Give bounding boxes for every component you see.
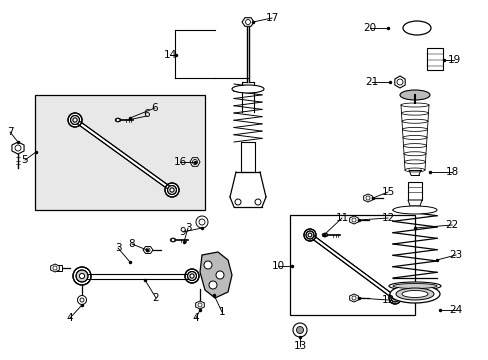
Circle shape: [304, 229, 315, 241]
Text: 10: 10: [271, 261, 284, 271]
Text: 18: 18: [445, 167, 458, 177]
Circle shape: [390, 294, 398, 302]
Polygon shape: [200, 252, 231, 298]
Text: 6: 6: [143, 109, 150, 119]
Polygon shape: [322, 233, 327, 237]
Circle shape: [70, 116, 80, 125]
Ellipse shape: [402, 21, 430, 35]
Circle shape: [73, 267, 91, 285]
Text: 4: 4: [192, 313, 199, 323]
Text: 14: 14: [163, 50, 176, 60]
Circle shape: [199, 219, 204, 225]
Text: 15: 15: [381, 187, 394, 197]
Circle shape: [190, 274, 194, 278]
Bar: [407, 182, 421, 200]
Circle shape: [392, 296, 396, 300]
Text: 20: 20: [363, 23, 376, 33]
Circle shape: [167, 185, 176, 194]
Text: 19: 19: [447, 55, 460, 65]
Ellipse shape: [231, 85, 264, 93]
Circle shape: [170, 188, 174, 192]
Text: 6: 6: [151, 103, 158, 113]
Text: 7: 7: [7, 127, 13, 137]
Text: 12: 12: [381, 295, 394, 305]
Text: 9: 9: [179, 227, 186, 237]
Polygon shape: [363, 194, 371, 202]
Text: 3: 3: [184, 223, 191, 233]
Text: 11: 11: [335, 213, 348, 223]
Ellipse shape: [395, 288, 433, 300]
Ellipse shape: [399, 90, 429, 100]
Polygon shape: [394, 76, 405, 88]
Text: 16: 16: [173, 157, 186, 167]
Circle shape: [164, 183, 179, 197]
Text: 2: 2: [152, 293, 159, 303]
Circle shape: [292, 323, 306, 337]
Text: 17: 17: [265, 13, 278, 23]
Text: 24: 24: [448, 305, 462, 315]
Polygon shape: [190, 158, 200, 166]
Circle shape: [73, 118, 77, 122]
Circle shape: [187, 271, 196, 280]
Circle shape: [305, 231, 313, 239]
Polygon shape: [349, 294, 358, 302]
Ellipse shape: [389, 285, 439, 303]
Bar: [35, 95, 204, 210]
Circle shape: [80, 274, 84, 279]
Circle shape: [307, 233, 311, 237]
Polygon shape: [170, 238, 175, 242]
Polygon shape: [242, 18, 253, 26]
Polygon shape: [51, 264, 59, 272]
Text: 5: 5: [21, 155, 28, 165]
Text: 12: 12: [381, 213, 394, 223]
Polygon shape: [349, 216, 358, 224]
Circle shape: [196, 216, 207, 228]
Text: 23: 23: [448, 250, 462, 260]
Polygon shape: [55, 265, 62, 271]
Text: 1: 1: [218, 307, 225, 317]
Circle shape: [68, 113, 82, 127]
Text: 3: 3: [115, 243, 121, 253]
Circle shape: [77, 296, 86, 305]
Text: 22: 22: [445, 220, 458, 230]
Polygon shape: [142, 247, 153, 253]
Polygon shape: [195, 301, 204, 309]
Circle shape: [388, 292, 400, 304]
Circle shape: [76, 270, 88, 282]
Polygon shape: [12, 142, 24, 154]
Bar: [289, 215, 414, 315]
Polygon shape: [308, 234, 395, 300]
Ellipse shape: [388, 282, 440, 290]
Ellipse shape: [392, 206, 436, 214]
Text: 13: 13: [293, 341, 306, 351]
Polygon shape: [407, 200, 421, 206]
Polygon shape: [82, 274, 192, 279]
Circle shape: [296, 327, 303, 333]
Polygon shape: [74, 118, 173, 192]
Circle shape: [245, 19, 250, 24]
Text: 21: 21: [365, 77, 378, 87]
Bar: [426, 48, 442, 70]
Ellipse shape: [401, 291, 427, 297]
Circle shape: [208, 281, 217, 289]
Ellipse shape: [392, 284, 436, 288]
Text: 8: 8: [128, 239, 135, 249]
Text: 4: 4: [66, 313, 73, 323]
Circle shape: [203, 261, 212, 269]
Polygon shape: [115, 118, 121, 122]
Circle shape: [184, 269, 199, 283]
Circle shape: [216, 271, 224, 279]
